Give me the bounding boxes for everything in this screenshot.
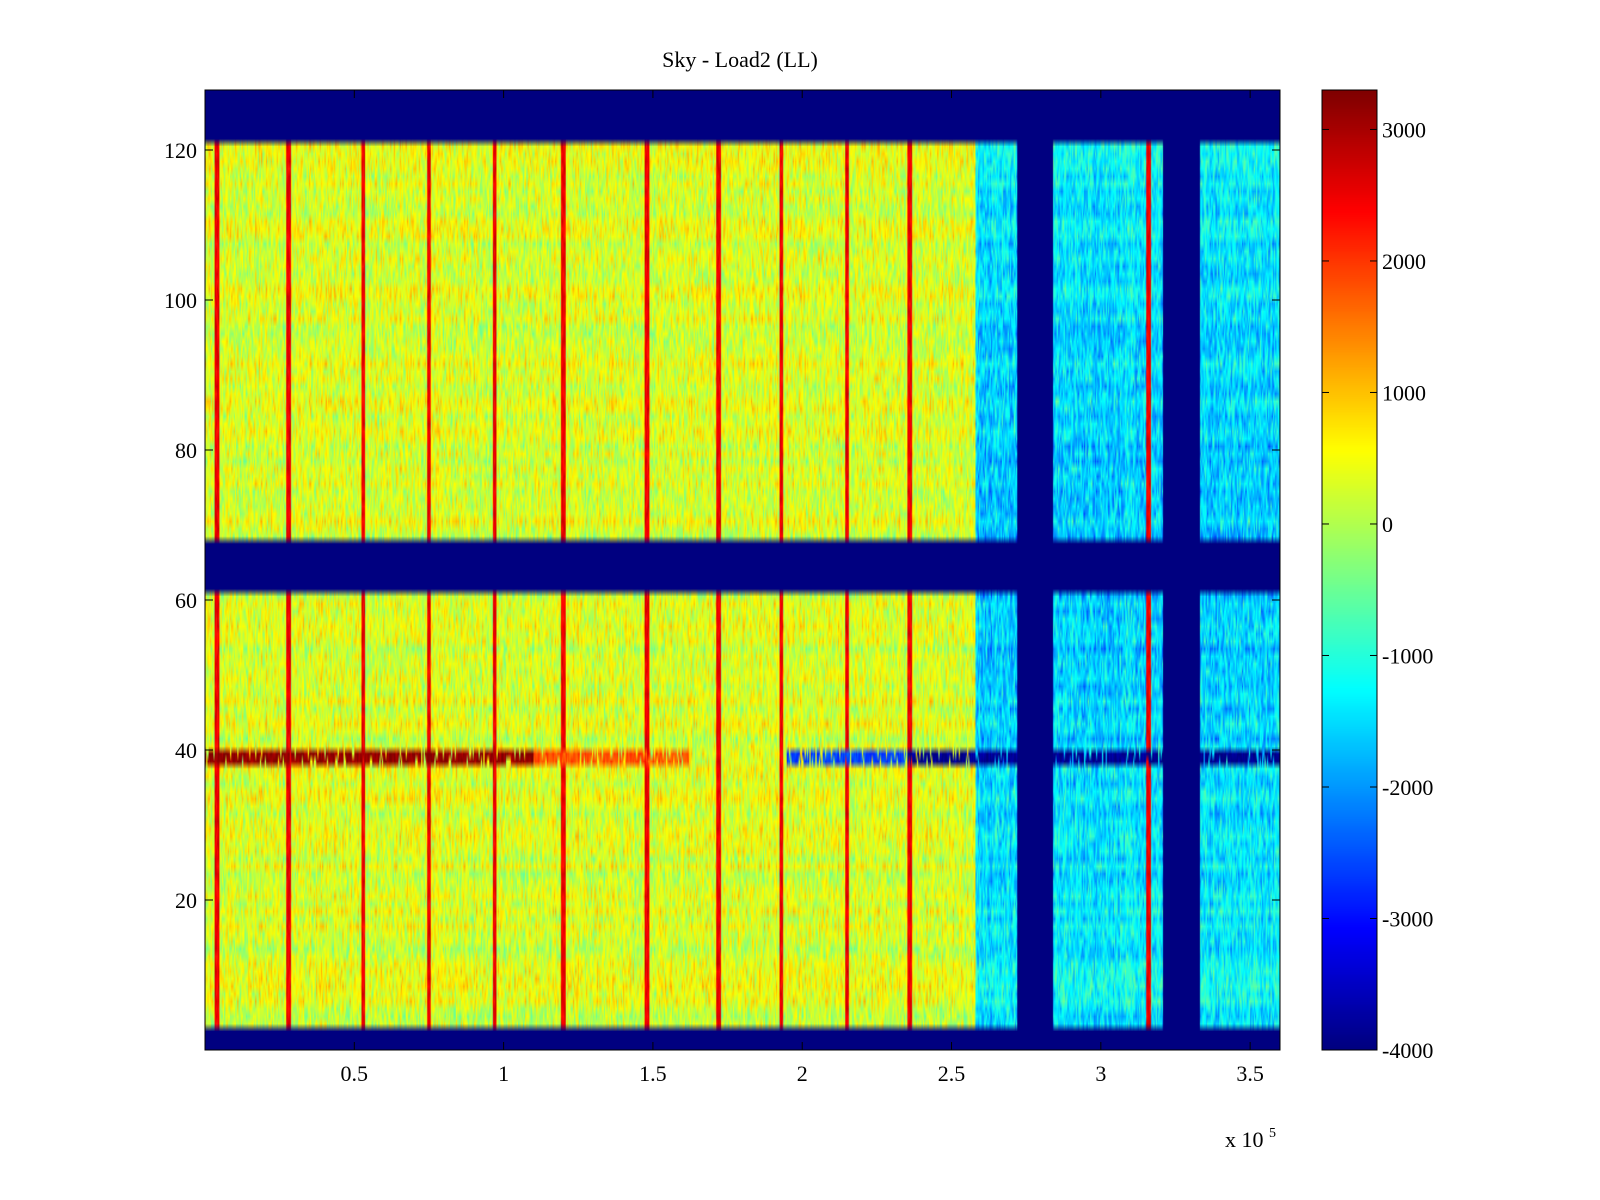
- y-tick-label: 120: [164, 138, 197, 163]
- x-axis-multiplier: x 10 5: [1225, 1126, 1276, 1152]
- colorbar-tick-label: 3000: [1382, 117, 1426, 142]
- y-axis-ticks: 20 40 60 80 100 120: [164, 138, 1280, 913]
- colorbar-tick-label: -4000: [1382, 1038, 1433, 1063]
- y-tick-label: 100: [164, 288, 197, 313]
- y-tick-label: 60: [175, 588, 197, 613]
- colorbar-tick-label: -3000: [1382, 906, 1433, 931]
- x-tick-label: 1: [498, 1061, 509, 1086]
- colorbar-tick-label: 1000: [1382, 380, 1426, 405]
- colorbar-tick-label: -1000: [1382, 643, 1433, 668]
- x-axis-ticks: 0.5 1 1.5 2 2.5 3 3.5: [341, 90, 1264, 1086]
- plot-frame: [204, 89, 1281, 1051]
- y-tick-label: 80: [175, 438, 197, 463]
- y-tick-label: 40: [175, 738, 197, 763]
- x-tick-label: 3.5: [1236, 1061, 1264, 1086]
- heatmap-image: [205, 90, 1280, 1050]
- colorbar: 3000 2000 1000 0 -1000 -2000 -3000 -4000: [1321, 89, 1433, 1063]
- colorbar-tick-label: -2000: [1382, 775, 1433, 800]
- chart-title: Sky - Load2 (LL): [662, 47, 818, 72]
- x-tick-label: 2: [797, 1061, 808, 1086]
- y-tick-label: 20: [175, 888, 197, 913]
- x-tick-label: 3: [1095, 1061, 1106, 1086]
- colorbar-gradient: [1322, 90, 1377, 1050]
- x-tick-label: 2.5: [938, 1061, 966, 1086]
- colorbar-tick-label: 2000: [1382, 249, 1426, 274]
- x-tick-label: 1.5: [639, 1061, 667, 1086]
- x-tick-label: 0.5: [341, 1061, 369, 1086]
- colorbar-tick-label: 0: [1382, 512, 1393, 537]
- colorbar-ticks: 3000 2000 1000 0 -1000 -2000 -3000 -4000: [1322, 117, 1433, 1063]
- heatmap: [205, 90, 1280, 1050]
- colorbar-frame: [1321, 89, 1378, 1051]
